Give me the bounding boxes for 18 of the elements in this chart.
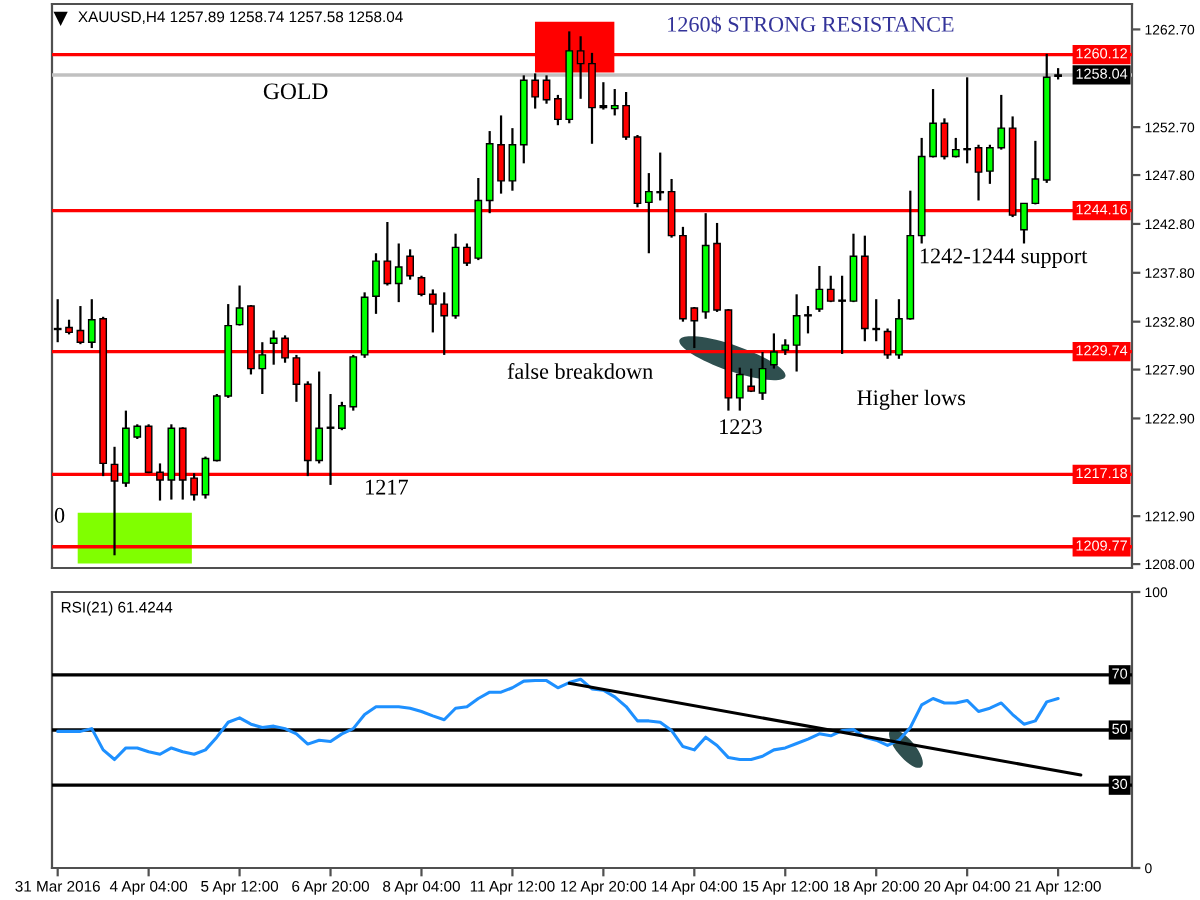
candlestick — [758, 350, 767, 401]
candlestick — [508, 127, 517, 192]
candlestick — [76, 304, 85, 346]
annotation: GOLD — [263, 83, 328, 100]
candlestick — [770, 332, 778, 370]
annotation: 1242-1244 support — [920, 248, 1088, 268]
candlestick — [235, 284, 244, 327]
annotation: Higher lows — [857, 389, 966, 410]
candlestick — [201, 455, 210, 500]
candlestick — [974, 143, 983, 202]
annotation: false breakdown — [507, 363, 653, 379]
candlestick — [849, 232, 858, 304]
candlestick — [417, 274, 426, 298]
annotation: 1223 — [720, 419, 762, 435]
annotation: 1260$ STRONG RESISTANCE — [668, 15, 954, 34]
annotation: 0 — [54, 507, 65, 523]
candlestick — [815, 264, 824, 314]
annotation: 1217 — [366, 479, 408, 495]
